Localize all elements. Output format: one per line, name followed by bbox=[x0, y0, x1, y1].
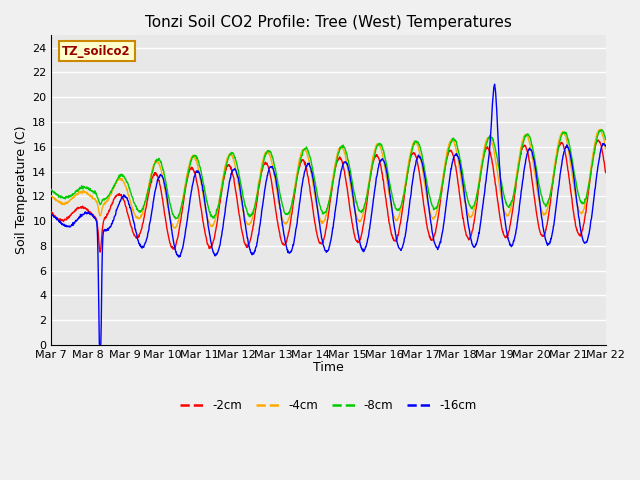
Title: Tonzi Soil CO2 Profile: Tree (West) Temperatures: Tonzi Soil CO2 Profile: Tree (West) Temp… bbox=[145, 15, 512, 30]
X-axis label: Time: Time bbox=[313, 361, 344, 374]
Legend: -2cm, -4cm, -8cm, -16cm: -2cm, -4cm, -8cm, -16cm bbox=[175, 394, 481, 416]
Text: TZ_soilco2: TZ_soilco2 bbox=[62, 45, 131, 58]
Y-axis label: Soil Temperature (C): Soil Temperature (C) bbox=[15, 126, 28, 254]
